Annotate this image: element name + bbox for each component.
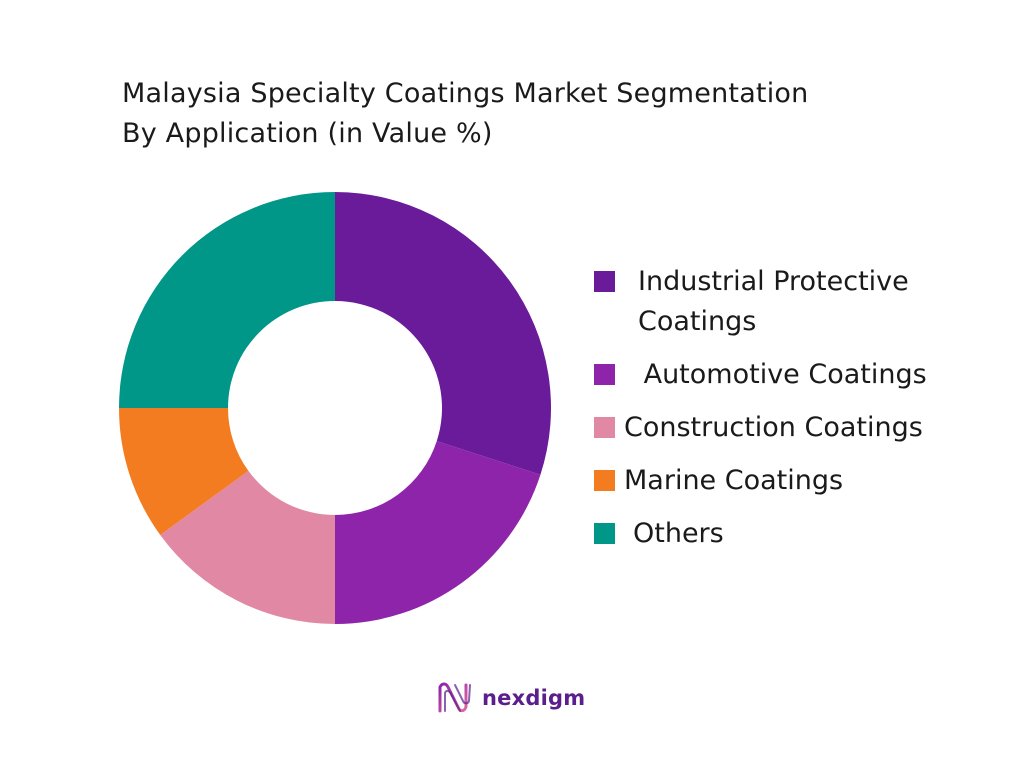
slice-automotive-coatings <box>335 441 541 624</box>
chart-title-line-2: By Application (in Value %) <box>122 118 493 149</box>
brand-name: nexdigm <box>482 686 586 710</box>
chart-title: Malaysia Specialty Coatings Market Segme… <box>122 74 922 154</box>
legend-swatch-industrial-protective-coatings <box>594 271 615 292</box>
legend-label-marine-coatings: Marine Coatings <box>624 465 844 496</box>
legend-item-industrial-protective-coatings: Industrial Protective Coatings <box>594 262 958 342</box>
legend-item-marine-coatings: Marine Coatings <box>594 461 843 501</box>
legend-swatch-marine-coatings <box>594 470 615 491</box>
legend-item-construction-coatings: Construction Coatings <box>594 408 923 448</box>
donut-slices <box>119 192 551 624</box>
nexdigm-wave-logo-icon <box>438 682 471 713</box>
legend-label-automotive-coatings: Automotive Coatings <box>635 359 927 390</box>
legend-swatch-construction-coatings <box>594 417 615 438</box>
chart-title-line-1: Malaysia Specialty Coatings Market Segme… <box>122 78 809 109</box>
legend-label-construction-coatings: Construction Coatings <box>624 412 923 443</box>
legend-label-industrial-protective-coatings: Industrial Protective Coatings <box>638 266 918 337</box>
slice-others <box>119 192 335 408</box>
legend-swatch-others <box>594 523 615 544</box>
legend-label-others: Others <box>633 518 724 549</box>
brand-logo: nexdigm <box>436 678 585 718</box>
legend-item-others: Others <box>594 514 724 554</box>
legend-item-automotive-coatings: Automotive Coatings <box>594 355 927 395</box>
slice-industrial-protective-coatings <box>335 192 551 475</box>
slice-marine-coatings <box>119 408 249 535</box>
slice-construction-coatings <box>160 470 335 624</box>
legend-swatch-automotive-coatings <box>594 364 615 385</box>
